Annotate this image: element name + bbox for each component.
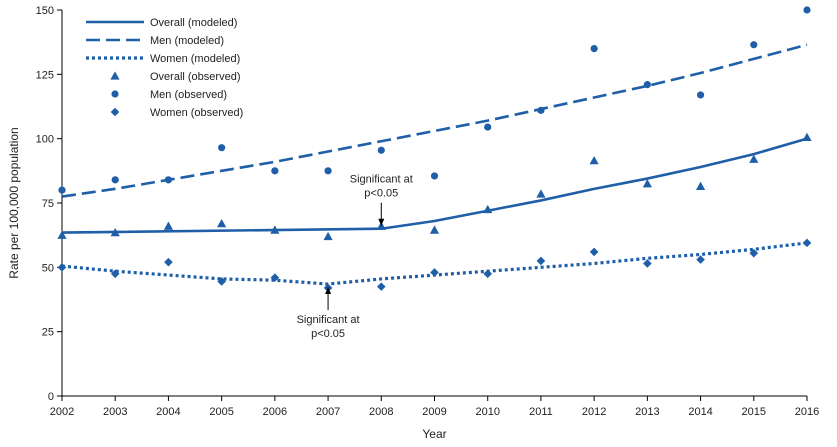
x-tick-label-2002: 2002 xyxy=(50,406,74,418)
overall-observed-point-2014 xyxy=(695,181,706,190)
women-observed-point-2009 xyxy=(430,268,439,277)
women-observed-point-2002 xyxy=(57,263,67,272)
x-tick-label-2014: 2014 xyxy=(688,406,712,418)
legend-swatch-women-observed xyxy=(110,107,120,117)
legend-item-men-modeled: Men (modeled) xyxy=(86,35,224,47)
y-tick-label-0: 0 xyxy=(48,391,54,403)
women-observed-point-2014 xyxy=(696,255,705,264)
overall-observed-point-2013 xyxy=(642,179,652,188)
women-observed-point-2015 xyxy=(749,248,759,258)
y-tick-label-75: 75 xyxy=(42,198,54,210)
women-observed-point-2012 xyxy=(589,247,599,257)
men-observed-point-2003 xyxy=(111,176,119,184)
men-observed-point-2006 xyxy=(271,167,279,175)
annotation-text-line1: Significant at xyxy=(350,174,413,186)
observed-series-markers xyxy=(57,6,812,293)
overall-observed-point-2012 xyxy=(589,155,599,165)
annotation-text-line1: Significant at xyxy=(297,314,360,326)
legend-item-women-observed: Women (observed) xyxy=(110,107,243,119)
men-modeled-line xyxy=(61,43,808,198)
women-observed-point-2011 xyxy=(536,256,546,266)
women-observed-point-2006 xyxy=(270,273,280,282)
x-tick-label-2013: 2013 xyxy=(635,406,659,418)
men-observed-point-2012 xyxy=(590,45,598,53)
men-observed-point-2013 xyxy=(643,81,651,89)
overall-observed-point-2004 xyxy=(163,221,174,230)
overall-observed-point-2015 xyxy=(749,154,759,163)
overall-observed-point-2016 xyxy=(802,132,812,142)
overall-observed-point-2007 xyxy=(323,231,333,241)
women-observed-point-2013 xyxy=(643,259,652,268)
overall-observed-point-2005 xyxy=(217,218,227,228)
men-observed-point-2010 xyxy=(484,123,492,131)
men-observed-point-2016 xyxy=(803,6,811,14)
legend-swatch-men-observed xyxy=(111,90,119,98)
annotation-text-line2: p<0.05 xyxy=(311,328,345,340)
x-tick-label-2011: 2011 xyxy=(529,406,553,418)
overall-observed-point-2006 xyxy=(270,225,280,234)
men-observed-point-2011 xyxy=(537,106,545,114)
men-observed-point-2014 xyxy=(696,91,705,99)
annotation-text-line2: p<0.05 xyxy=(364,188,398,200)
significance-annotation-2008: Significant at p<0.05 xyxy=(350,174,413,226)
significance-annotation-2007: Significant at p<0.05 xyxy=(297,287,360,340)
significance-annotations: Significant at p<0.05 Significant at p<0.05 xyxy=(297,174,413,340)
annotation-arrow-head xyxy=(325,287,332,295)
legend-item-men-observed: Men (observed) xyxy=(111,89,227,101)
overall-observed-point-2003 xyxy=(110,227,120,237)
overall-observed-point-2010 xyxy=(483,204,493,214)
women-observed-point-2008 xyxy=(376,282,386,291)
men-observed-point-2005 xyxy=(218,144,226,152)
axes: 0 25 50 75 100 125 150 2002 2003 2004 2005 2006 2007… xyxy=(36,5,820,418)
legend: Overall (modeled) Men (modeled) Women (mod… xyxy=(86,17,243,119)
x-tick-label-2006: 2006 xyxy=(263,406,287,418)
overall-observed-point-2009 xyxy=(429,225,440,234)
x-tick-label-2004: 2004 xyxy=(156,406,180,418)
men-observed-point-2004 xyxy=(164,176,173,184)
overall-observed-point-2002 xyxy=(57,230,67,239)
women-observed-point-2003 xyxy=(110,269,120,279)
legend-label-men-observed: Men (observed) xyxy=(150,89,227,101)
y-tick-label-100: 100 xyxy=(36,134,54,146)
women-observed-point-2010 xyxy=(483,269,493,279)
x-tick-label-2003: 2003 xyxy=(103,406,127,418)
x-tick-label-2008: 2008 xyxy=(369,406,393,418)
legend-label-women-observed: Women (observed) xyxy=(150,107,243,119)
y-tick-label-125: 125 xyxy=(36,69,54,81)
men-observed-point-2009 xyxy=(430,172,439,180)
legend-item-women-modeled: Women (modeled) xyxy=(86,53,240,65)
legend-item-overall-observed: Overall (observed) xyxy=(110,71,240,83)
men-observed-point-2015 xyxy=(750,41,758,49)
men-observed-point-2008 xyxy=(377,146,385,154)
x-tick-label-2005: 2005 xyxy=(209,406,233,418)
y-tick-label-25: 25 xyxy=(42,327,54,339)
women-observed-point-2004 xyxy=(164,257,173,267)
legend-label-women-modeled: Women (modeled) xyxy=(150,53,240,65)
legend-swatch-overall-observed xyxy=(110,71,120,80)
y-tick-label-50: 50 xyxy=(42,262,54,274)
overall-modeled-line xyxy=(61,137,808,234)
legend-item-overall-modeled: Overall (modeled) xyxy=(86,17,237,29)
legend-label-overall-modeled: Overall (modeled) xyxy=(150,17,237,29)
legend-label-overall-observed: Overall (observed) xyxy=(150,71,240,83)
x-tick-label-2009: 2009 xyxy=(422,406,446,418)
y-tick-label-150: 150 xyxy=(36,5,54,17)
men-observed-point-2002 xyxy=(58,186,66,194)
x-axis-title: Year xyxy=(422,427,446,441)
x-tick-label-2015: 2015 xyxy=(742,406,766,418)
women-observed-point-2016 xyxy=(802,238,812,248)
x-tick-label-2012: 2012 xyxy=(582,406,606,418)
annotation-arrow-head xyxy=(378,218,385,226)
x-tick-label-2007: 2007 xyxy=(316,406,340,418)
x-tick-label-2016: 2016 xyxy=(795,406,819,418)
men-observed-point-2007 xyxy=(324,167,332,175)
legend-label-men-modeled: Men (modeled) xyxy=(150,35,224,47)
women-modeled-line xyxy=(61,241,808,286)
women-observed-point-2005 xyxy=(217,277,226,286)
x-tick-label-2010: 2010 xyxy=(475,406,499,418)
overall-observed-point-2011 xyxy=(536,189,546,198)
y-axis-title: Rate per 100,000 population xyxy=(7,127,21,278)
